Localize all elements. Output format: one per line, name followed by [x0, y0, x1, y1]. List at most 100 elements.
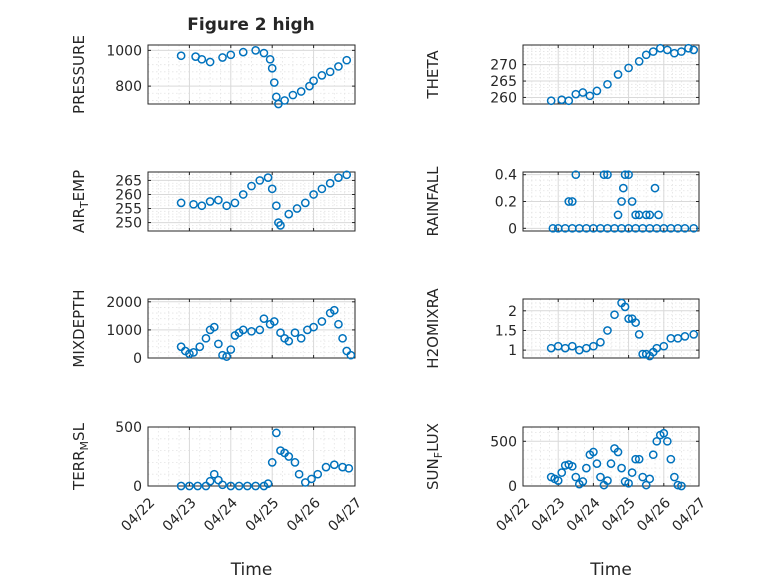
data-point: [592, 86, 602, 96]
data-point: [631, 454, 640, 464]
data-point: [585, 91, 595, 101]
data-point: [677, 47, 686, 56]
data-point: [309, 190, 318, 199]
data-point: [571, 170, 581, 180]
data-point: [624, 314, 633, 324]
data-point: [255, 176, 265, 185]
data-point: [578, 88, 588, 97]
data-point: [209, 469, 219, 479]
data-point: [325, 67, 335, 77]
data-point: [680, 223, 690, 233]
data-point: [201, 333, 211, 343]
data-point: [214, 339, 223, 349]
data-point: [238, 190, 248, 199]
y-tick-label: 265: [490, 74, 517, 90]
data-point: [641, 210, 651, 220]
data-point: [280, 96, 289, 105]
data-point: [338, 462, 347, 472]
x-tick-label: 04/23: [529, 495, 569, 535]
data-point: [624, 63, 633, 73]
y-tick-label: 265: [115, 173, 142, 189]
subplot-terr-msl: 0 500 04/22 04/23 04/24 04/25 04/26 04/27 Time TE…: [70, 420, 365, 580]
data-point: [329, 305, 339, 315]
data-point: [226, 50, 236, 60]
data-point: [292, 204, 302, 213]
data-point: [334, 62, 343, 71]
data-point: [631, 210, 640, 220]
data-point: [648, 47, 658, 56]
data-point: [689, 45, 699, 55]
data-point: [610, 310, 619, 320]
x-tick-label: 04/26: [284, 495, 324, 535]
data-point: [618, 183, 628, 193]
x-tick-label: 04/25: [599, 495, 639, 535]
data-point: [234, 481, 244, 491]
data-point: [176, 481, 186, 491]
data-point: [296, 333, 306, 343]
data-point: [307, 474, 316, 484]
data-point: [238, 47, 248, 57]
y-tick-label: 0: [508, 221, 517, 237]
data-point: [666, 454, 676, 464]
data-point: [265, 54, 275, 64]
data-point: [662, 436, 672, 446]
data-point: [325, 178, 335, 188]
data-point: [226, 481, 236, 491]
data-point: [185, 481, 194, 491]
data-point: [603, 170, 612, 180]
x-tick-label: 04/26: [634, 495, 674, 535]
data-point: [548, 223, 558, 233]
data-point: [290, 328, 300, 338]
data-point: [317, 317, 327, 326]
data-point: [603, 476, 612, 485]
data-point: [557, 468, 567, 477]
data-point: [662, 45, 672, 55]
axes-box: [147, 44, 356, 105]
y-axis-label: H2OMIXRA: [424, 288, 442, 369]
x-tick-label: 04/24: [201, 495, 241, 535]
y-tick-label: 1.5: [495, 323, 517, 339]
data-point: [589, 341, 598, 351]
data-point: [329, 460, 339, 470]
data-point: [290, 458, 300, 467]
data-point: [222, 201, 232, 211]
subplot-rainfall: 0 0.2 0.4 RAINFALL: [424, 166, 700, 237]
data-point: [627, 468, 637, 477]
data-point: [613, 447, 623, 457]
y-tick-label: 255: [115, 202, 142, 218]
data-point: [571, 472, 581, 482]
data-point: [338, 333, 347, 343]
subplot-h2omixra: 1 1.5 2 H2OMIXRA: [424, 288, 700, 369]
data-point: [641, 50, 651, 60]
data-point: [645, 474, 655, 484]
data-point: [578, 477, 588, 486]
y-axis-label: THETA: [424, 50, 442, 100]
data-point: [317, 184, 327, 194]
data-point: [274, 99, 283, 109]
data-point: [659, 341, 669, 351]
data-point: [634, 57, 644, 66]
data-point: [344, 463, 354, 473]
y-tick-label: 1: [508, 343, 517, 359]
data-point: [197, 54, 207, 64]
data-point: [627, 197, 637, 206]
data-point: [650, 183, 660, 193]
data-point: [247, 326, 256, 336]
data-point: [255, 325, 265, 335]
axes-box: [147, 298, 356, 359]
data-point: [300, 478, 310, 487]
y-axis-label: PRESSURE: [70, 35, 88, 114]
y-tick-label: 1000: [106, 323, 142, 339]
data-point: [603, 79, 612, 89]
data-point: [617, 463, 626, 473]
data-point: [189, 199, 198, 209]
data-point: [617, 197, 626, 206]
data-point: [553, 476, 563, 485]
y-tick-label: 260: [115, 187, 142, 203]
data-point: [684, 43, 693, 53]
data-point: [189, 348, 198, 357]
data-point: [271, 428, 281, 438]
data-point: [226, 345, 236, 354]
data-point: [592, 459, 602, 469]
